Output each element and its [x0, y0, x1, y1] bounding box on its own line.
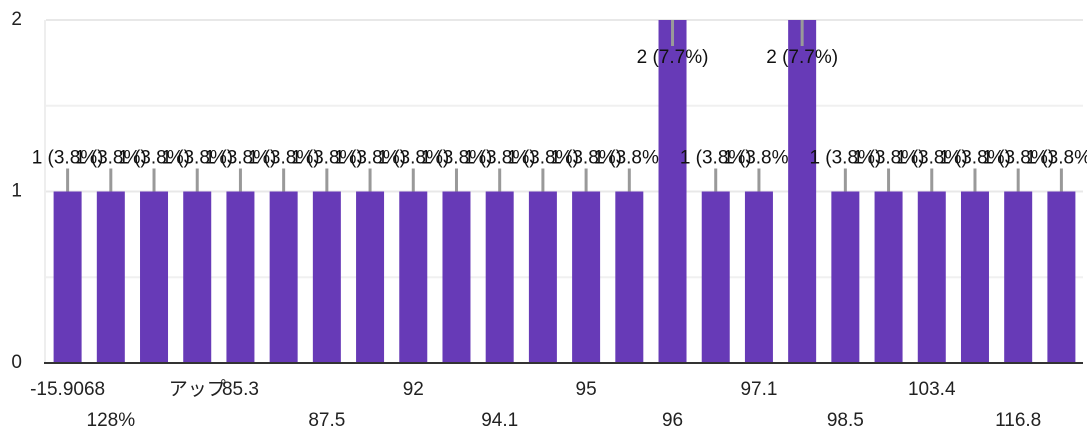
bar	[831, 191, 860, 363]
x-tick-label: 97.1	[740, 379, 777, 400]
data-label: 1 (3.8%)	[464, 148, 536, 169]
y-tick-label: 0	[11, 352, 22, 373]
x-tick-label: 128%	[87, 410, 136, 431]
bar	[399, 191, 428, 363]
data-label: 1 (3.8%)	[507, 148, 579, 169]
bar	[658, 20, 687, 363]
x-tick-label: 95	[576, 379, 597, 400]
data-label: 2 (7.7%)	[637, 47, 709, 68]
bar	[312, 191, 341, 363]
bar	[1004, 191, 1033, 363]
data-label: 1 (3.8%)	[593, 148, 665, 169]
x-tick-label: 98.5	[827, 410, 864, 431]
bar	[960, 191, 989, 363]
data-label: 1 (3.8%)	[377, 148, 449, 169]
data-label: 1 (3.8%)	[1025, 148, 1087, 169]
bar	[53, 191, 82, 363]
bar	[442, 191, 471, 363]
x-tick-label: 87.5	[308, 410, 345, 431]
data-label: 1 (3.8%)	[809, 148, 881, 169]
data-label: 1 (3.8%)	[291, 148, 363, 169]
x-tick-label: 96	[662, 410, 683, 431]
x-tick-label: 94.1	[481, 410, 518, 431]
bar	[183, 191, 212, 363]
bar	[615, 191, 644, 363]
x-tick-label: 103.4	[908, 379, 956, 400]
bar	[485, 191, 514, 363]
bar	[917, 191, 946, 363]
data-label: 1 (3.8%)	[680, 148, 752, 169]
data-label: 1 (3.8%)	[853, 148, 925, 169]
bar	[572, 191, 601, 363]
data-label: 1 (3.8%)	[32, 148, 104, 169]
data-label: 1 (3.8%)	[205, 148, 277, 169]
bar	[744, 191, 773, 363]
bar	[226, 191, 255, 363]
data-label: 1 (3.8%)	[723, 148, 795, 169]
data-label: 1 (3.8%)	[896, 148, 968, 169]
data-label: 1 (3.8%)	[118, 148, 190, 169]
x-tick-label: -15.9068	[30, 379, 105, 400]
data-label: 1 (3.8%)	[939, 148, 1011, 169]
data-label: 1 (3.8%)	[75, 148, 147, 169]
data-label: 1 (3.8%)	[550, 148, 622, 169]
bar	[1047, 191, 1076, 363]
data-label: 1 (3.8%)	[982, 148, 1054, 169]
bar	[269, 191, 298, 363]
x-tick-label: アップ	[169, 378, 226, 400]
data-label: 1 (3.8%)	[161, 148, 233, 169]
x-tick-label: 116.8	[995, 410, 1041, 431]
x-tick-label: 92	[403, 379, 424, 400]
bar	[96, 191, 125, 363]
bar	[356, 191, 385, 363]
bar	[788, 20, 817, 363]
data-label: 1 (3.8%)	[421, 148, 493, 169]
bar	[701, 191, 730, 363]
data-label: 1 (3.8%)	[248, 148, 320, 169]
y-tick-label: 1	[11, 181, 22, 202]
x-tick-label: 85.3	[222, 379, 259, 400]
bar	[528, 191, 557, 363]
data-label: 1 (3.8%)	[334, 148, 406, 169]
data-label: 2 (7.7%)	[766, 47, 838, 68]
bar	[874, 191, 903, 363]
y-tick-label: 2	[11, 9, 22, 30]
bar	[140, 191, 169, 363]
